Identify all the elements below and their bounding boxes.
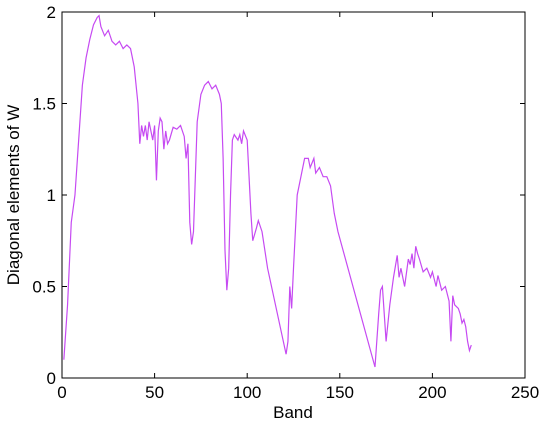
x-tick-label: 0 (57, 383, 66, 402)
plot-frame (61, 11, 526, 379)
x-tick-label: 250 (511, 383, 539, 402)
y-tick-label: 2 (47, 3, 56, 22)
x-tick-label: 50 (145, 383, 164, 402)
x-tick-label: 200 (418, 383, 446, 402)
y-tick-label: 1.5 (32, 95, 56, 114)
x-tick-label: 100 (233, 383, 261, 402)
y-tick-label: 0.5 (32, 278, 56, 297)
x-tick-label: 150 (326, 383, 354, 402)
data-line (63, 14, 472, 368)
y-axis-label: Diagonal elements of W (4, 105, 23, 285)
x-axis-label: Band (273, 403, 313, 422)
y-tick-label: 0 (47, 369, 56, 388)
y-tick-label: 1 (47, 186, 56, 205)
